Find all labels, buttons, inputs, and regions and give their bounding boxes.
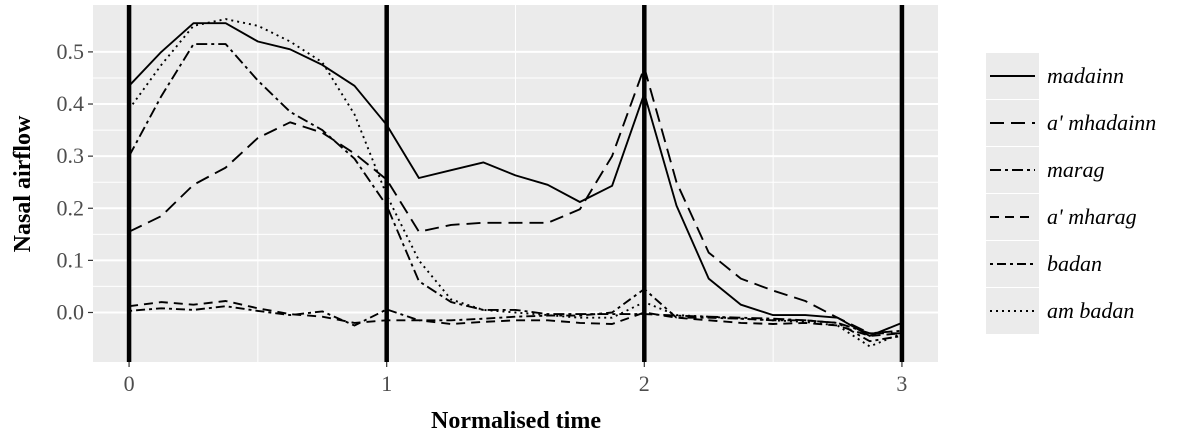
- legend-label: madainn: [1047, 63, 1124, 88]
- legend: madainn a' mhadainn marag a' mharag badan am …: [986, 53, 1156, 334]
- series-line-a-mhadainn: [128, 66, 902, 335]
- series-lines: [128, 18, 903, 348]
- y-tick-label: 0.0: [57, 299, 85, 324]
- minor-gridlines: [93, 5, 938, 362]
- series-line-madainn: [128, 22, 903, 337]
- y-tick-label: 0.1: [57, 247, 85, 272]
- series-line-a-mharag: [128, 300, 902, 337]
- x-tick-label: 2: [639, 371, 650, 396]
- legend-label: a' mhadainn: [1047, 110, 1156, 135]
- legend-label: marag: [1047, 157, 1104, 182]
- y-axis-title: Nasal airflow: [10, 115, 36, 252]
- y-tick-label: 0.3: [57, 143, 85, 168]
- y-tick-label: 0.5: [57, 39, 85, 64]
- legend-label: a' mharag: [1047, 204, 1137, 229]
- x-axis: 0 1 2 3: [124, 362, 907, 396]
- x-axis-title: Normalised time: [431, 408, 601, 434]
- y-axis: 0.0 0.1 0.2 0.3 0.4 0.5: [57, 39, 93, 324]
- y-tick-label: 0.4: [57, 91, 85, 116]
- x-tick-label: 3: [896, 371, 907, 396]
- series-line-marag: [128, 43, 902, 335]
- legend-label: am badan: [1047, 298, 1134, 323]
- series-line-am-badan: [128, 18, 903, 348]
- x-tick-label: 1: [381, 371, 392, 396]
- legend-key-box: [986, 288, 1039, 334]
- x-tick-label: 0: [124, 371, 135, 396]
- reference-vertical-lines: [126, 5, 905, 362]
- y-tick-label: 0.2: [57, 195, 85, 220]
- legend-label: badan: [1047, 251, 1102, 276]
